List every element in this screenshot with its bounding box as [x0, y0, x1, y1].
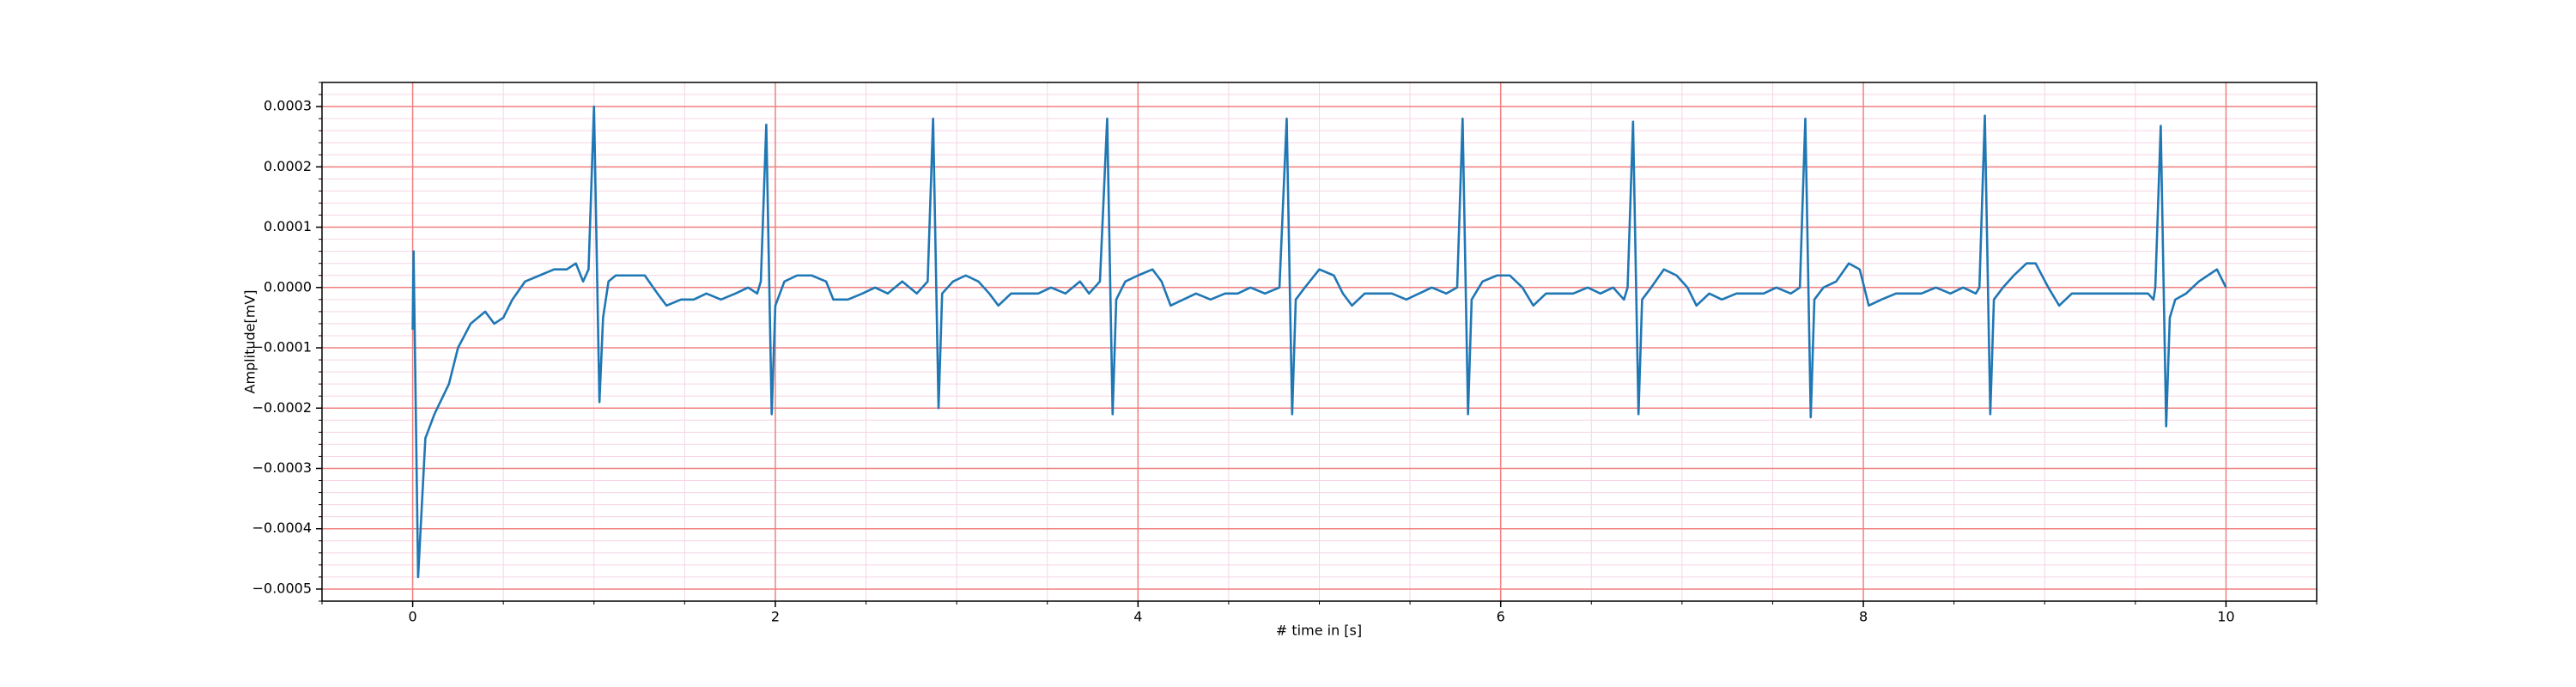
x-tick-label: 2	[771, 609, 780, 625]
y-tick-label: 0.0000	[264, 278, 312, 295]
signal-line	[411, 105, 2227, 579]
y-tick-label: −0.0001	[252, 339, 312, 356]
plot-layer	[411, 105, 2227, 579]
y-tick-label: −0.0004	[252, 520, 312, 536]
y-tick-label: −0.0005	[252, 580, 312, 596]
y-tick-label: 0.0002	[264, 158, 312, 174]
x-tick-label: 8	[1859, 609, 1868, 625]
y-tick-label: −0.0003	[252, 459, 312, 476]
plot-frame	[321, 82, 2318, 602]
y-axis-label: Amplitude[mV]	[242, 289, 258, 393]
x-tick-label: 4	[1133, 609, 1142, 625]
axes-layer: 0 2 4 6 8 10 −0.0005 −0.0004 −0.0003 −0.0002 −0.00…	[252, 82, 2318, 625]
x-tick-label: 6	[1497, 609, 1505, 625]
y-tick-label: 0.0003	[264, 98, 312, 114]
x-axis-label: # time in [s]	[1276, 623, 1362, 639]
grid-layer	[321, 82, 2318, 602]
y-tick-label: 0.0001	[264, 218, 312, 234]
x-tick-label: 0	[408, 609, 416, 625]
x-tick-label: 10	[2217, 609, 2234, 625]
y-tick-label: −0.0002	[252, 399, 312, 416]
